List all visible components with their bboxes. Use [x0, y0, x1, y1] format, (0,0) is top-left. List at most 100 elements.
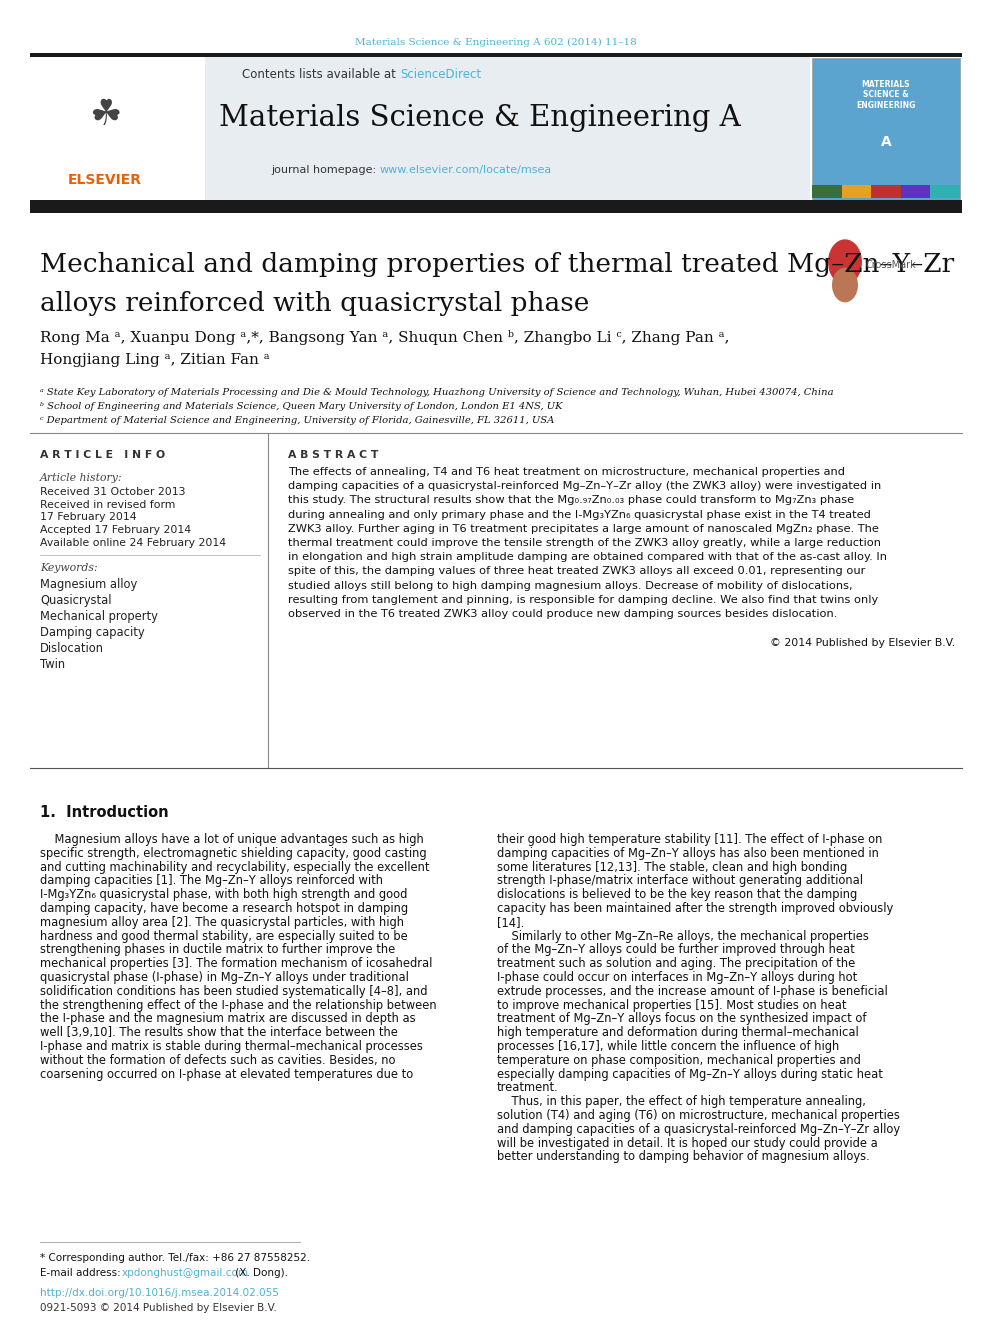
Text: ᵇ School of Engineering and Materials Science, Queen Mary University of London, : ᵇ School of Engineering and Materials Sc… [40, 402, 562, 411]
FancyBboxPatch shape [30, 57, 810, 200]
Text: ELSEVIER: ELSEVIER [68, 173, 142, 187]
Text: journal homepage:: journal homepage: [272, 165, 380, 175]
Text: and damping capacities of a quasicrystal-reinforced Mg–Zn–Y–Zr alloy: and damping capacities of a quasicrystal… [497, 1123, 900, 1136]
FancyBboxPatch shape [812, 185, 841, 198]
Text: Materials Science & Engineering A: Materials Science & Engineering A [219, 105, 741, 132]
Text: treatment.: treatment. [497, 1081, 558, 1094]
Text: Contents lists available at: Contents lists available at [242, 69, 400, 82]
Text: strength I-phase/matrix interface without generating additional: strength I-phase/matrix interface withou… [497, 875, 863, 888]
Text: some literatures [12,13]. The stable, clean and high bonding: some literatures [12,13]. The stable, cl… [497, 860, 847, 873]
Text: the strengthening effect of the I-phase and the relationship between: the strengthening effect of the I-phase … [40, 999, 436, 1012]
Text: to improve mechanical properties [15]. Most studies on heat: to improve mechanical properties [15]. M… [497, 999, 846, 1012]
Text: their good high temperature stability [11]. The effect of I-phase on: their good high temperature stability [1… [497, 833, 882, 845]
Text: well [3,9,10]. The results show that the interface between the: well [3,9,10]. The results show that the… [40, 1027, 398, 1039]
Text: spite of this, the damping values of three heat treated ZWK3 alloys all exceed 0: spite of this, the damping values of thr… [288, 566, 865, 577]
Text: the I-phase and the magnesium matrix are discussed in depth as: the I-phase and the magnesium matrix are… [40, 1012, 416, 1025]
Text: especially damping capacities of Mg–Zn–Y alloys during static heat: especially damping capacities of Mg–Zn–Y… [497, 1068, 883, 1081]
Text: observed in the T6 treated ZWK3 alloy could produce new damping sources besides : observed in the T6 treated ZWK3 alloy co… [288, 609, 837, 619]
Text: extrude processes, and the increase amount of I-phase is beneficial: extrude processes, and the increase amou… [497, 984, 888, 998]
Text: Dislocation: Dislocation [40, 642, 104, 655]
Text: high temperature and deformation during thermal–mechanical: high temperature and deformation during … [497, 1027, 859, 1039]
Text: Magnesium alloy: Magnesium alloy [40, 578, 137, 591]
Text: Hongjiang Ling ᵃ, Zitian Fan ᵃ: Hongjiang Ling ᵃ, Zitian Fan ᵃ [40, 353, 270, 366]
Text: will be investigated in detail. It is hoped our study could provide a: will be investigated in detail. It is ho… [497, 1136, 878, 1150]
Text: magnesium alloy area [2]. The quasicrystal particles, with high: magnesium alloy area [2]. The quasicryst… [40, 916, 404, 929]
Text: The effects of annealing, T4 and T6 heat treatment on microstructure, mechanical: The effects of annealing, T4 and T6 heat… [288, 467, 845, 478]
Text: ☘: ☘ [89, 98, 121, 132]
Circle shape [828, 239, 862, 284]
Text: damping capacities [1]. The Mg–Zn–Y alloys reinforced with: damping capacities [1]. The Mg–Zn–Y allo… [40, 875, 383, 888]
Text: specific strength, electromagnetic shielding capacity, good casting: specific strength, electromagnetic shiel… [40, 847, 427, 860]
Text: ZWK3 alloy. Further aging in T6 treatment precipitates a large amount of nanosca: ZWK3 alloy. Further aging in T6 treatmen… [288, 524, 879, 533]
Text: E-mail address:: E-mail address: [40, 1267, 124, 1278]
Text: xpdonghust@gmail.com: xpdonghust@gmail.com [122, 1267, 249, 1278]
Text: Mechanical property: Mechanical property [40, 610, 158, 623]
Text: capacity has been maintained after the strength improved obviously: capacity has been maintained after the s… [497, 902, 893, 916]
Text: Article history:: Article history: [40, 474, 122, 483]
Text: Mechanical and damping properties of thermal treated Mg–Zn–Y–Zr: Mechanical and damping properties of the… [40, 251, 954, 277]
Text: Materials Science & Engineering A 602 (2014) 11–18: Materials Science & Engineering A 602 (2… [355, 38, 637, 48]
Text: Quasicrystal: Quasicrystal [40, 594, 111, 607]
Text: without the formation of defects such as cavities. Besides, no: without the formation of defects such as… [40, 1054, 396, 1066]
Text: mechanical properties [3]. The formation mechanism of icosahedral: mechanical properties [3]. The formation… [40, 958, 433, 970]
FancyBboxPatch shape [30, 53, 962, 57]
Text: Thus, in this paper, the effect of high temperature annealing,: Thus, in this paper, the effect of high … [497, 1095, 866, 1109]
Text: Damping capacity: Damping capacity [40, 626, 145, 639]
FancyBboxPatch shape [841, 185, 871, 198]
Text: damping capacity, have become a research hotspot in damping: damping capacity, have become a research… [40, 902, 408, 916]
Text: CrossMark: CrossMark [865, 261, 916, 270]
Text: Received 31 October 2013: Received 31 October 2013 [40, 487, 186, 497]
Text: I-phase and matrix is stable during thermal–mechanical processes: I-phase and matrix is stable during ther… [40, 1040, 423, 1053]
Text: and cutting machinability and recyclability, especially the excellent: and cutting machinability and recyclabil… [40, 860, 430, 873]
Text: coarsening occurred on I-phase at elevated temperatures due to: coarsening occurred on I-phase at elevat… [40, 1068, 414, 1081]
Text: solidification conditions has been studied systematically [4–8], and: solidification conditions has been studi… [40, 984, 428, 998]
FancyBboxPatch shape [30, 57, 205, 200]
Text: Available online 24 February 2014: Available online 24 February 2014 [40, 538, 226, 548]
Text: temperature on phase composition, mechanical properties and: temperature on phase composition, mechan… [497, 1054, 861, 1066]
Text: A R T I C L E   I N F O: A R T I C L E I N F O [40, 450, 165, 460]
Text: ScienceDirect: ScienceDirect [400, 69, 481, 82]
Text: Similarly to other Mg–Zn–Re alloys, the mechanical properties: Similarly to other Mg–Zn–Re alloys, the … [497, 930, 869, 942]
Text: © 2014 Published by Elsevier B.V.: © 2014 Published by Elsevier B.V. [770, 638, 955, 648]
Text: Received in revised form: Received in revised form [40, 500, 176, 509]
Text: this study. The structural results show that the Mg₀.₉₇Zn₀.₀₃ phase could transf: this study. The structural results show … [288, 495, 854, 505]
Text: strengthening phases in ductile matrix to further improve the: strengthening phases in ductile matrix t… [40, 943, 395, 957]
FancyBboxPatch shape [871, 185, 901, 198]
Text: [14].: [14]. [497, 916, 524, 929]
Text: better understanding to damping behavior of magnesium alloys.: better understanding to damping behavior… [497, 1151, 870, 1163]
Text: http://dx.doi.org/10.1016/j.msea.2014.02.055: http://dx.doi.org/10.1016/j.msea.2014.02… [40, 1289, 279, 1298]
Text: www.elsevier.com/locate/msea: www.elsevier.com/locate/msea [380, 165, 553, 175]
Text: 1.  Introduction: 1. Introduction [40, 804, 169, 820]
Text: ᵃ State Key Laboratory of Materials Processing and Die & Mould Technology, Huazh: ᵃ State Key Laboratory of Materials Proc… [40, 388, 833, 397]
Text: of the Mg–Zn–Y alloys could be further improved through heat: of the Mg–Zn–Y alloys could be further i… [497, 943, 855, 957]
Text: treatment of Mg–Zn–Y alloys focus on the synthesized impact of: treatment of Mg–Zn–Y alloys focus on the… [497, 1012, 866, 1025]
Text: damping capacities of a quasicrystal-reinforced Mg–Zn–Y–Zr alloy (the ZWK3 alloy: damping capacities of a quasicrystal-rei… [288, 482, 881, 491]
FancyBboxPatch shape [930, 185, 960, 198]
Text: Twin: Twin [40, 658, 65, 671]
Text: I-phase could occur on interfaces in Mg–Zn–Y alloys during hot: I-phase could occur on interfaces in Mg–… [497, 971, 857, 984]
Text: processes [16,17], while little concern the influence of high: processes [16,17], while little concern … [497, 1040, 839, 1053]
Text: quasicrystal phase (I-phase) in Mg–Zn–Y alloys under traditional: quasicrystal phase (I-phase) in Mg–Zn–Y … [40, 971, 409, 984]
Text: alloys reinforced with quasicrystal phase: alloys reinforced with quasicrystal phas… [40, 291, 589, 316]
Text: treatment such as solution and aging. The precipitation of the: treatment such as solution and aging. Th… [497, 958, 855, 970]
FancyBboxPatch shape [30, 200, 962, 213]
Text: during annealing and only primary phase and the I-Mg₃YZn₆ quasicrystal phase exi: during annealing and only primary phase … [288, 509, 871, 520]
Text: studied alloys still belong to high damping magnesium alloys. Decrease of mobili: studied alloys still belong to high damp… [288, 581, 853, 590]
Text: ᶜ Department of Material Science and Engineering, University of Florida, Gainesv: ᶜ Department of Material Science and Eng… [40, 415, 555, 425]
Text: * Corresponding author. Tel./fax: +86 27 87558252.: * Corresponding author. Tel./fax: +86 27… [40, 1253, 310, 1263]
Text: Magnesium alloys have a lot of unique advantages such as high: Magnesium alloys have a lot of unique ad… [40, 833, 424, 845]
Text: damping capacities of Mg–Zn–Y alloys has also been mentioned in: damping capacities of Mg–Zn–Y alloys has… [497, 847, 879, 860]
Text: Accepted 17 February 2014: Accepted 17 February 2014 [40, 525, 191, 534]
Text: (X. Dong).: (X. Dong). [232, 1267, 288, 1278]
Circle shape [832, 267, 858, 303]
Text: A B S T R A C T: A B S T R A C T [288, 450, 378, 460]
Text: 17 February 2014: 17 February 2014 [40, 512, 137, 523]
Text: thermal treatment could improve the tensile strength of the ZWK3 alloy greatly, : thermal treatment could improve the tens… [288, 538, 881, 548]
Text: A: A [881, 135, 892, 149]
Text: Keywords:: Keywords: [40, 564, 97, 573]
Text: solution (T4) and aging (T6) on microstructure, mechanical properties: solution (T4) and aging (T6) on microstr… [497, 1109, 900, 1122]
FancyBboxPatch shape [901, 185, 930, 198]
Text: dislocations is believed to be the key reason that the damping: dislocations is believed to be the key r… [497, 888, 857, 901]
Text: Rong Ma ᵃ, Xuanpu Dong ᵃ,*, Bangsong Yan ᵃ, Shuqun Chen ᵇ, Zhangbo Li ᶜ, Zhang P: Rong Ma ᵃ, Xuanpu Dong ᵃ,*, Bangsong Yan… [40, 329, 729, 345]
Text: hardness and good thermal stability, are especially suited to be: hardness and good thermal stability, are… [40, 930, 408, 942]
